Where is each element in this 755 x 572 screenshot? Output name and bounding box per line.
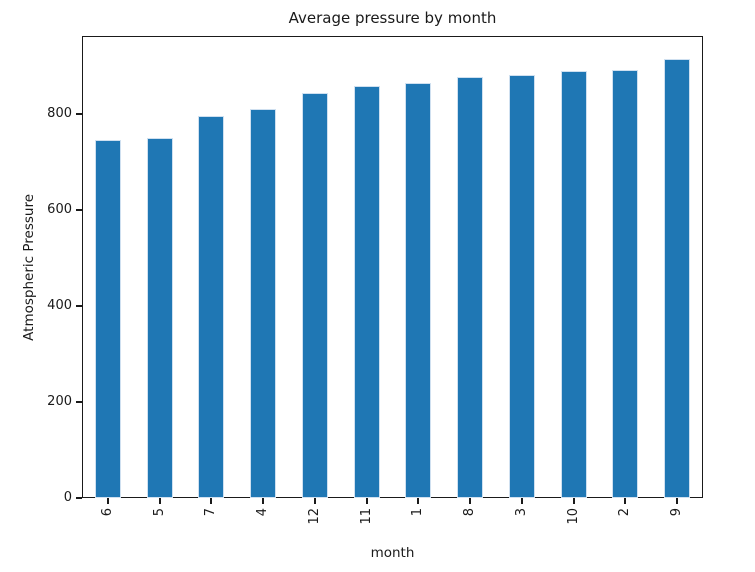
bar-month-1 (405, 83, 432, 498)
x-tick-label: 4 (255, 508, 271, 517)
x-tick-label: 8 (462, 508, 478, 517)
x-tick-mark (106, 498, 109, 504)
y-tick-label: 400 (47, 298, 72, 314)
x-tick-mark (469, 498, 472, 504)
x-tick-mark (365, 498, 368, 504)
y-tick-label: 800 (47, 106, 72, 122)
x-tick-mark (158, 498, 161, 504)
y-tick-mark (76, 209, 82, 212)
y-tick-mark (76, 401, 82, 404)
bar-month-6 (94, 140, 121, 498)
x-tick-mark (624, 498, 627, 504)
y-tick-mark (76, 113, 82, 116)
x-tick-label: 9 (669, 508, 685, 517)
bar-month-8 (457, 76, 484, 498)
x-tick-label: 11 (358, 508, 374, 525)
x-axis-label: month (370, 545, 415, 561)
y-tick-label: 200 (47, 394, 72, 410)
x-tick-mark (572, 498, 575, 504)
y-tick-mark (76, 497, 82, 499)
x-tick-label: 3 (513, 508, 529, 517)
x-tick-label: 1 (410, 508, 426, 517)
bar-month-4 (250, 109, 277, 498)
x-tick-mark (262, 498, 265, 504)
y-tick-label: 600 (47, 202, 72, 218)
x-tick-label: 7 (203, 508, 219, 517)
bar-month-7 (198, 116, 225, 498)
bar-month-3 (508, 75, 535, 498)
bar-month-11 (353, 86, 380, 498)
y-tick-label: 0 (63, 490, 72, 505)
plot-area (82, 36, 703, 498)
x-tick-label: 2 (617, 508, 633, 517)
bar-month-9 (664, 58, 691, 498)
bar-month-2 (612, 69, 639, 498)
bar-month-12 (301, 92, 328, 498)
x-tick-label: 10 (565, 508, 581, 525)
bar-month-10 (560, 71, 587, 498)
x-tick-mark (417, 498, 420, 504)
x-tick-mark (520, 498, 523, 504)
x-tick-label: 6 (99, 508, 115, 517)
y-tick-mark (76, 305, 82, 308)
chart-title: Average pressure by month (288, 9, 497, 27)
x-tick-label: 12 (306, 508, 322, 525)
x-tick-mark (210, 498, 213, 504)
bar-month-5 (146, 137, 173, 498)
x-tick-mark (313, 498, 316, 504)
x-tick-mark (676, 498, 679, 504)
x-tick-label: 5 (151, 508, 167, 517)
